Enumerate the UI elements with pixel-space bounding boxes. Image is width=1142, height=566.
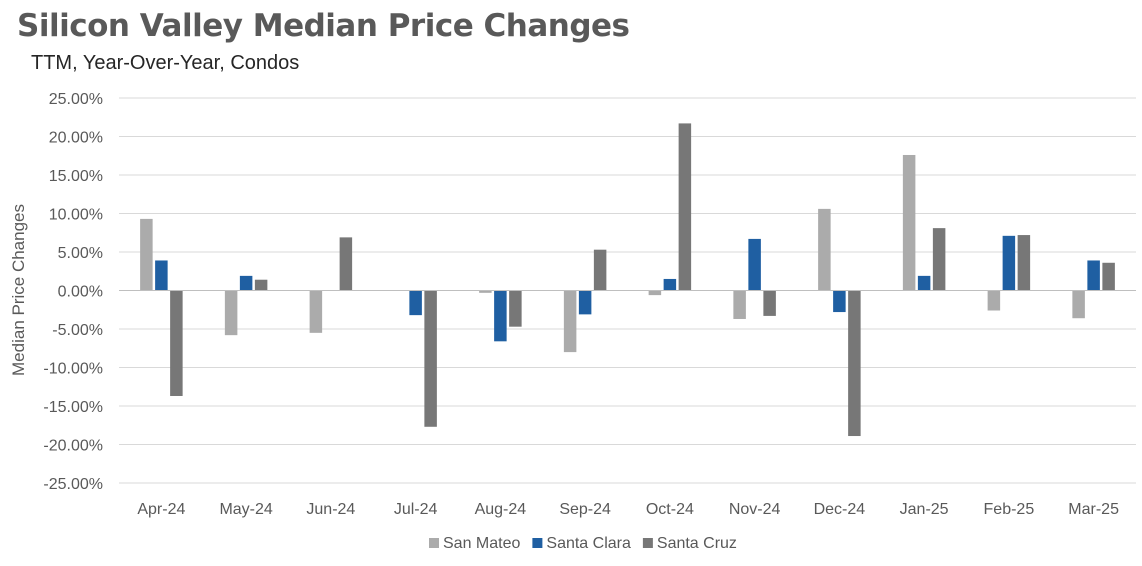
bar-santa-cruz-feb-25 (1017, 235, 1031, 291)
y-tick-label: 10.00% (49, 207, 103, 224)
y-tick-label: -5.00% (52, 322, 103, 339)
bar-santa-cruz-aug-24 (509, 290, 522, 327)
chart-title: Silicon Valley Median Price Changes (17, 8, 630, 44)
legend-label: Santa Clara (546, 535, 631, 552)
x-tick-label: Nov-24 (729, 501, 781, 518)
x-tick-label: Apr-24 (137, 501, 185, 518)
bar-santa-cruz-nov-24 (763, 290, 776, 316)
gridlines (119, 97, 1136, 484)
legend-swatch (642, 538, 653, 548)
y-tick-label: 25.00% (49, 91, 103, 108)
bar-san-mateo-jun-24 (309, 290, 323, 333)
bar-san-mateo-nov-24 (733, 290, 746, 319)
legend-label: Santa Cruz (657, 535, 737, 552)
x-tick-label: Dec-24 (814, 501, 866, 518)
bar-santa-clara-aug-24 (494, 290, 507, 342)
bar-santa-clara-sep-24 (578, 290, 592, 315)
y-tick-label: -25.00% (43, 476, 103, 493)
bar-santa-cruz-jun-24 (339, 237, 353, 291)
x-tick-label: May-24 (219, 501, 272, 518)
x-tick-label: Mar-25 (1068, 501, 1119, 518)
x-tick-label: Jun-24 (306, 501, 355, 518)
y-tick-label: 0.00% (58, 284, 103, 301)
legend-label: San Mateo (443, 535, 520, 552)
chart-subtitle: TTM, Year-Over-Year, Condos (31, 52, 300, 74)
y-axis-tick-labels: 25.00% 20.00% 15.00% 10.00% 5.00% 0.00% -5.00%… (43, 91, 103, 493)
bar-santa-clara-dec-24 (833, 290, 846, 313)
bar-san-mateo-sep-24 (563, 290, 577, 353)
x-tick-label: Jul-24 (394, 501, 438, 518)
bar-santa-cruz-may-24 (254, 279, 268, 291)
bar-santa-cruz-mar-25 (1102, 262, 1115, 291)
y-tick-label: 20.00% (49, 130, 103, 147)
bar-santa-clara-jan-25 (917, 275, 931, 291)
bar-san-mateo-jan-25 (902, 154, 916, 291)
x-tick-label: Aug-24 (475, 501, 527, 518)
bar-san-mateo-apr-24 (140, 218, 153, 291)
bar-san-mateo-oct-24 (648, 290, 662, 296)
y-tick-label: 15.00% (49, 168, 103, 185)
legend-swatch (532, 538, 543, 548)
y-tick-label: -15.00% (43, 399, 103, 416)
bar-san-mateo-may-24 (224, 290, 238, 336)
x-axis-tick-labels: Apr-24 May-24 Jun-24 Jul-24 Aug-24 Sep-24 Oct-… (137, 501, 1119, 518)
bar-santa-clara-mar-25 (1087, 260, 1100, 291)
bar-santa-cruz-sep-24 (593, 249, 607, 291)
bar-san-mateo-mar-25 (1072, 290, 1085, 319)
x-tick-label: Feb-25 (984, 501, 1035, 518)
bar-santa-clara-may-24 (239, 275, 253, 291)
x-tick-label: Oct-24 (646, 501, 694, 518)
x-tick-label: Sep-24 (559, 501, 611, 518)
legend-swatch (429, 538, 439, 548)
bar-santa-clara-feb-25 (1002, 235, 1016, 291)
bar-santa-cruz-jan-25 (932, 228, 946, 291)
bar-santa-clara-apr-24 (155, 260, 168, 291)
bar-santa-cruz-jul-24 (424, 290, 437, 427)
x-tick-label: Jan-25 (900, 501, 949, 518)
y-tick-label: -10.00% (43, 361, 103, 378)
bar-santa-clara-jul-24 (409, 290, 422, 316)
bar-santa-cruz-oct-24 (678, 123, 692, 291)
bar-san-mateo-aug-24 (479, 290, 492, 293)
y-tick-label: -20.00% (43, 438, 103, 455)
bar-santa-clara-nov-24 (748, 238, 761, 291)
legend: San Mateo Santa Clara Santa Cruz (429, 535, 737, 552)
bar-san-mateo-dec-24 (818, 208, 831, 291)
y-tick-label: 5.00% (58, 245, 103, 262)
bar-santa-cruz-dec-24 (848, 290, 861, 437)
bars (140, 123, 1115, 437)
y-axis-label: Median Price Changes (9, 204, 28, 376)
bar-santa-cruz-apr-24 (170, 290, 183, 396)
bar-san-mateo-feb-25 (987, 290, 1001, 311)
bar-santa-clara-oct-24 (663, 278, 677, 291)
